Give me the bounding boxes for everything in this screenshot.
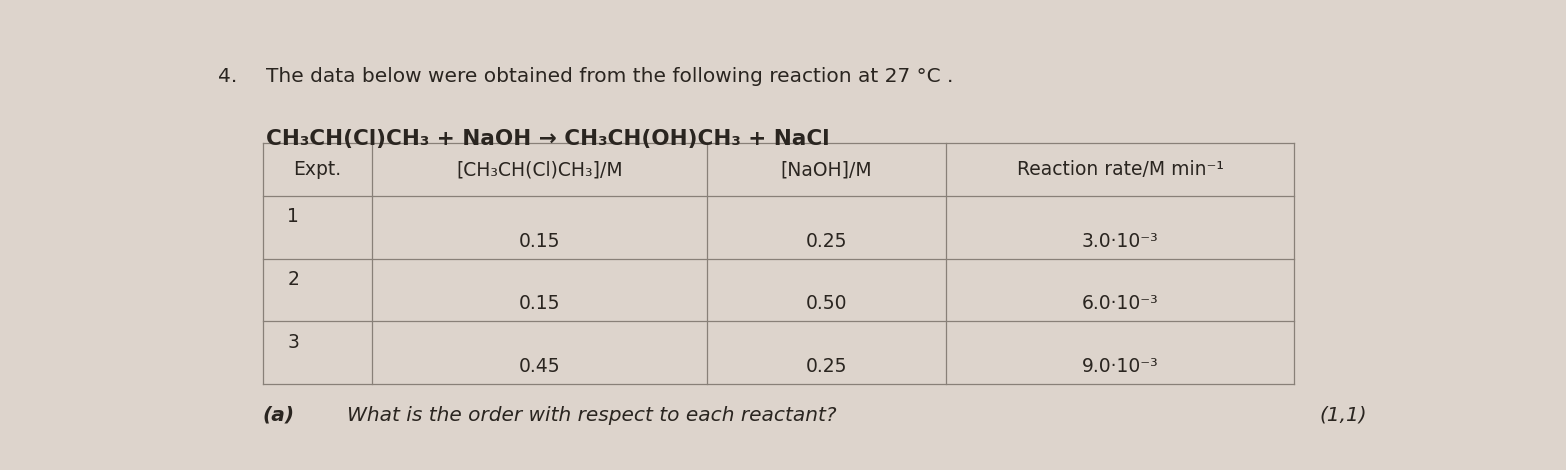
Text: 2: 2 xyxy=(287,270,299,289)
Text: 0.25: 0.25 xyxy=(806,357,847,376)
Text: 4.: 4. xyxy=(218,67,236,86)
Text: 0.25: 0.25 xyxy=(806,232,847,251)
Text: 9.0·10⁻³: 9.0·10⁻³ xyxy=(1082,357,1159,376)
Text: [NaOH]/M: [NaOH]/M xyxy=(781,160,872,179)
Text: 0.15: 0.15 xyxy=(518,232,561,251)
Text: Reaction rate/M min⁻¹: Reaction rate/M min⁻¹ xyxy=(1016,160,1223,179)
Text: CH₃CH(Cl)CH₃ + NaOH → CH₃CH(OH)CH₃ + NaCl: CH₃CH(Cl)CH₃ + NaOH → CH₃CH(OH)CH₃ + NaC… xyxy=(266,129,830,149)
Text: Expt.: Expt. xyxy=(293,160,341,179)
Text: (a): (a) xyxy=(263,406,294,424)
Text: 0.45: 0.45 xyxy=(518,357,561,376)
Text: What is the order with respect to each reactant?: What is the order with respect to each r… xyxy=(348,406,836,424)
Text: (1,1): (1,1) xyxy=(1319,406,1367,424)
Text: 1: 1 xyxy=(287,207,299,227)
Text: 6.0·10⁻³: 6.0·10⁻³ xyxy=(1082,294,1159,313)
Text: 3: 3 xyxy=(287,333,299,352)
Text: 0.50: 0.50 xyxy=(806,294,847,313)
Text: The data below were obtained from the following reaction at 27 °C .: The data below were obtained from the fo… xyxy=(266,67,954,86)
Text: 0.15: 0.15 xyxy=(518,294,561,313)
Text: 3.0·10⁻³: 3.0·10⁻³ xyxy=(1082,232,1159,251)
Text: [CH₃CH(Cl)CH₃]/M: [CH₃CH(Cl)CH₃]/M xyxy=(456,160,623,179)
